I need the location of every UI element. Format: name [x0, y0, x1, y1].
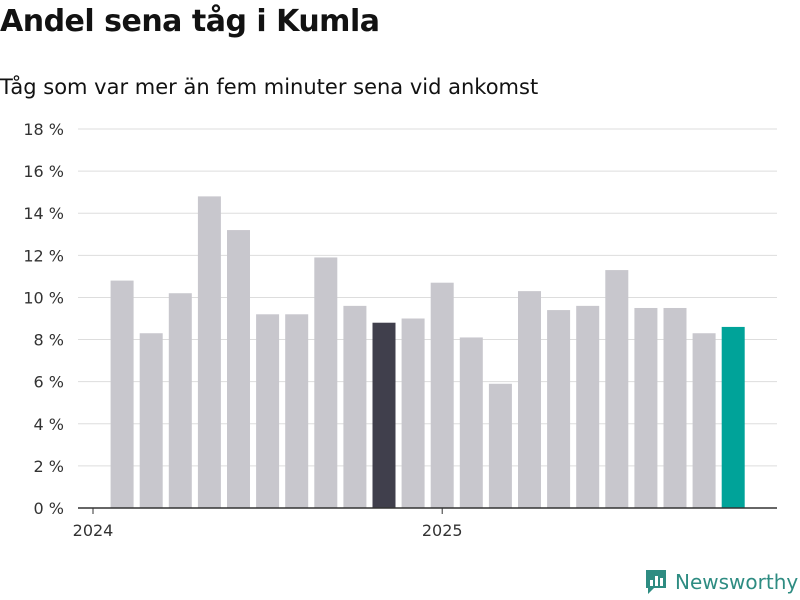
- x-tick-label: 2025: [422, 521, 463, 540]
- y-tick-label: 6 %: [34, 373, 64, 392]
- y-tick-label: 18 %: [23, 120, 64, 139]
- y-tick-label: 14 %: [23, 204, 64, 223]
- brand-logo: Newsworthy: [644, 568, 798, 596]
- y-tick-label: 12 %: [23, 246, 64, 265]
- bar-2024-06: [227, 230, 250, 509]
- bar-2024-07: [256, 314, 280, 508]
- bar-chart: 0 % 2 % 4 % 6 % 8 % 10 % 12 % 14 % 16 % 18 % 2024…: [23, 120, 777, 540]
- x-axis: 2024 2025: [73, 507, 777, 540]
- x-tick-label: 2024: [73, 521, 114, 540]
- bar-2025-08: [634, 307, 658, 508]
- bar-2025-03: [488, 383, 512, 508]
- bar-2025-10: [692, 333, 716, 508]
- bar-2025-02: [459, 337, 483, 508]
- y-tick-label: 0 %: [34, 499, 64, 518]
- bar-2024-10: [343, 305, 367, 508]
- chart-subtitle: Tåg som var mer än fem minuter sena vid …: [0, 75, 539, 99]
- bar-2024-05: [197, 196, 221, 508]
- bar-2025-11: [721, 326, 745, 508]
- bar-2025-06: [576, 305, 600, 508]
- bar-2024-09: [314, 257, 338, 508]
- newsworthy-logo-icon: [646, 570, 666, 594]
- bar-2025-07: [605, 270, 629, 508]
- bar-2025-04: [518, 291, 541, 508]
- bar-2025-05: [547, 310, 571, 508]
- y-tick-label: 8 %: [34, 331, 64, 350]
- y-tick-label: 10 %: [23, 288, 64, 307]
- bars: [110, 196, 745, 509]
- y-tick-label: 2 %: [34, 457, 64, 476]
- bar-2024-11: [372, 322, 396, 508]
- grid-lines: [78, 128, 777, 467]
- bar-2025-01: [430, 282, 454, 508]
- bar-2024-02: [110, 280, 134, 508]
- y-tick-label: 4 %: [34, 415, 64, 434]
- bar-2024-03: [139, 333, 163, 508]
- bar-2025-09: [663, 307, 687, 508]
- bar-2024-04: [168, 293, 192, 508]
- y-axis-ticks: 0 % 2 % 4 % 6 % 8 % 10 % 12 % 14 % 16 % 18 %: [23, 120, 64, 518]
- chart-title: Andel sena tåg i Kumla: [0, 4, 380, 39]
- brand-name: Newsworthy: [675, 570, 799, 594]
- bar-2024-12: [401, 318, 425, 508]
- y-tick-label: 16 %: [23, 162, 64, 181]
- bar-2024-08: [285, 314, 309, 508]
